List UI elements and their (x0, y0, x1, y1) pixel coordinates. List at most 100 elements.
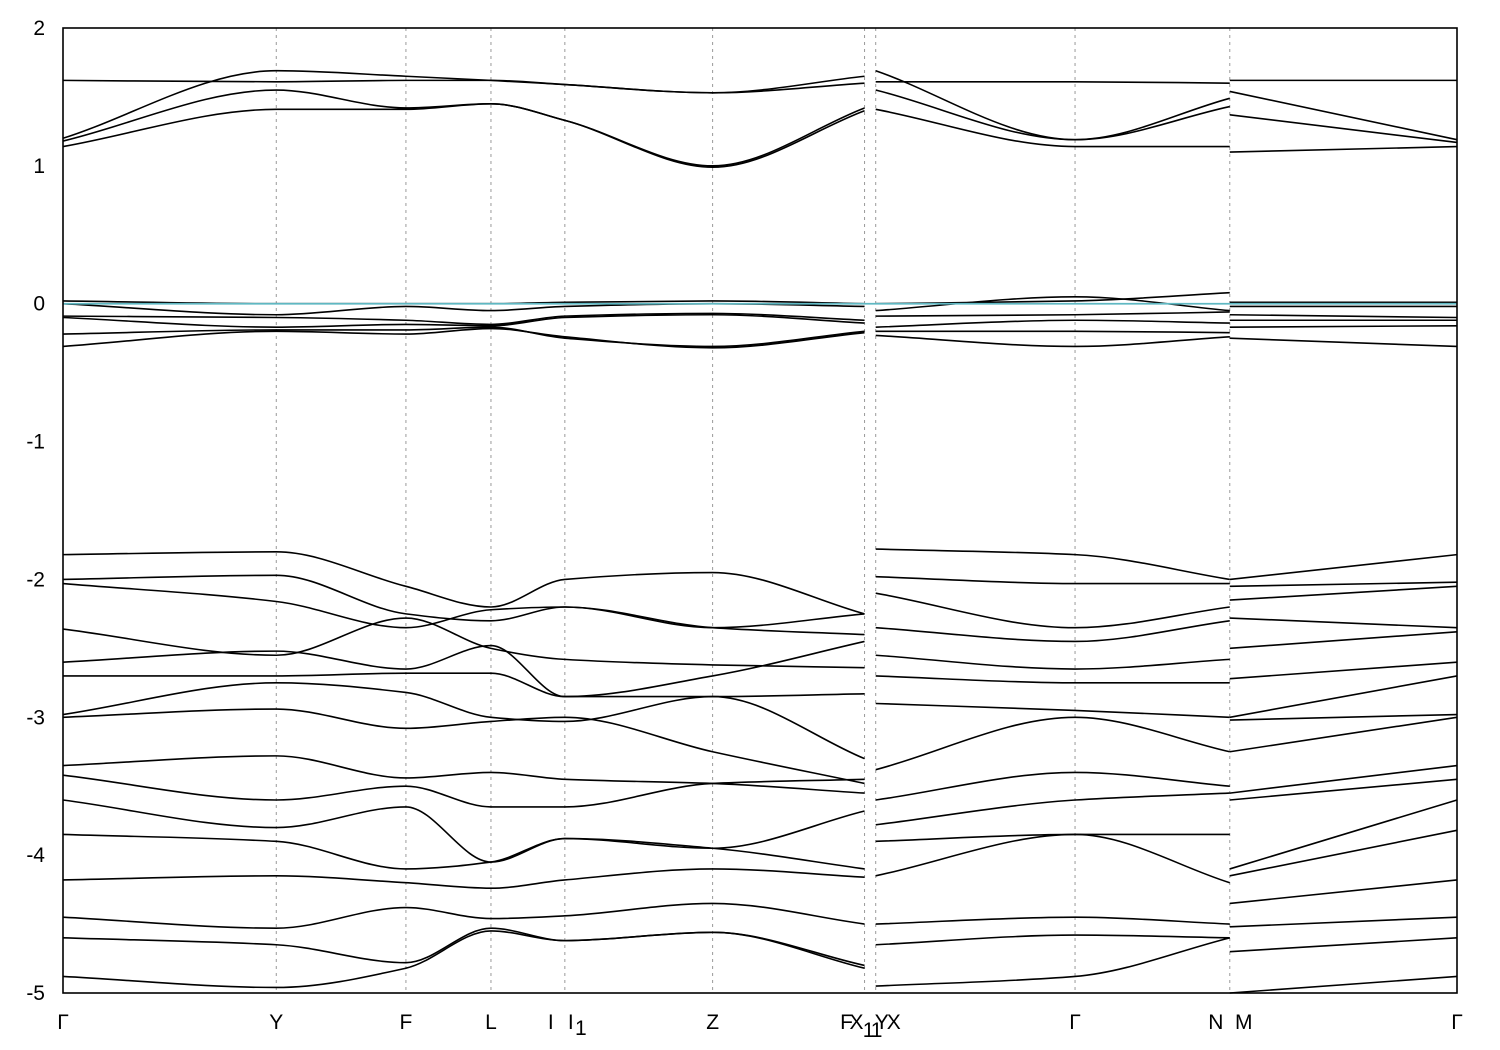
kpoint-label: 1 (575, 1017, 587, 1040)
kpoint-label: Γ (1451, 1011, 1463, 1034)
band-line-49 (875, 619, 1230, 643)
kpoint-label: Γ (1069, 1011, 1081, 1034)
band-line-64 (1229, 617, 1458, 629)
band-line-44 (62, 927, 865, 967)
y-tick-label: 0 (33, 293, 45, 316)
band-line-52 (875, 702, 1230, 719)
band-line-48 (875, 592, 1230, 629)
band-line-2 (62, 89, 865, 167)
kpoint-label: X (850, 1011, 864, 1034)
band-line-6 (875, 89, 1230, 141)
band-line-76 (1229, 937, 1458, 953)
band-line-34 (62, 640, 865, 698)
y-tick-label: -5 (26, 982, 45, 1005)
kpoint-label: Z (706, 1011, 719, 1034)
band-line-31 (62, 574, 865, 629)
band-line-74 (1229, 879, 1458, 905)
band-line-57 (875, 833, 1231, 884)
band-line-17 (62, 327, 865, 349)
band-line-46 (875, 548, 1230, 581)
band-line-60 (875, 937, 1230, 987)
band-line-66 (1229, 661, 1458, 680)
band-line-72 (1229, 799, 1458, 870)
band-line-53 (875, 716, 1230, 771)
kpoint-label: N (1208, 1011, 1223, 1034)
band-line-70 (1229, 764, 1458, 794)
band-line-13 (62, 302, 865, 316)
band-line-77 (1229, 975, 1458, 994)
band-line-45 (62, 930, 865, 989)
y-tick-label: -2 (26, 568, 45, 591)
band-line-43 (62, 902, 865, 930)
kpoint-label: F (840, 1011, 853, 1034)
band-line-55 (875, 792, 1230, 826)
band-line-38 (62, 755, 865, 794)
band-line-68 (1229, 713, 1458, 721)
y-tick-label: 2 (33, 17, 45, 40)
band-line-40 (62, 799, 865, 863)
band-line-75 (1229, 916, 1458, 928)
kpoint-label: I (548, 1011, 554, 1034)
band-line-22 (875, 330, 1230, 334)
band-line-32 (62, 582, 865, 636)
band-line-10 (1229, 114, 1458, 144)
band-line-16 (62, 326, 865, 348)
kpoint-label: 1 (863, 1019, 875, 1042)
kpoint-label: 1 (871, 1019, 883, 1042)
plot-frame (62, 27, 1458, 994)
band-line-62 (1229, 581, 1458, 588)
band-line-67 (1229, 675, 1458, 719)
band-line-51 (875, 675, 1230, 684)
band-line-11 (1229, 145, 1458, 153)
y-tick-labels: 2 1 0 -1 -2 -3 -4 -5 (26, 17, 45, 1005)
band-line-21 (875, 319, 1230, 328)
band-line-15 (62, 313, 865, 328)
kpoint-label: Y (269, 1011, 283, 1034)
band-line-50 (875, 654, 1230, 670)
band-line-65 (1229, 631, 1458, 650)
band-line-36 (62, 682, 865, 760)
y-tick-label: -4 (26, 844, 45, 867)
kpoint-label: F (400, 1011, 413, 1034)
kpoint-label: Γ (57, 1011, 69, 1034)
band-line-30 (62, 551, 865, 615)
vertical-grid (275, 28, 1231, 993)
y-tick-label: 1 (33, 155, 45, 178)
band-line-29 (1229, 337, 1458, 348)
band-line-3 (62, 103, 865, 169)
band-line-39 (62, 774, 865, 808)
kpoint-label: I (568, 1011, 574, 1034)
band-line-47 (875, 575, 1230, 585)
band-line-63 (1229, 585, 1458, 601)
band-line-71 (1229, 778, 1458, 801)
band-line-33 (62, 617, 865, 669)
band-line-28 (1229, 324, 1458, 328)
band-line-9 (1229, 90, 1458, 141)
band-line-59 (875, 934, 1230, 946)
kpoint-label: M (1235, 1011, 1253, 1034)
band-line-54 (875, 771, 1230, 801)
band-line-18 (875, 291, 1230, 305)
band-line-4 (875, 80, 1230, 84)
band-line-23 (875, 334, 1230, 348)
band-line-7 (875, 108, 1230, 148)
band-line-1 (62, 69, 865, 140)
band-line-14 (62, 312, 865, 326)
y-tick-label: -1 (26, 431, 45, 454)
y-tick-label: -3 (26, 706, 45, 729)
band-line-26 (1229, 313, 1458, 319)
band-line-41 (62, 833, 865, 870)
band-lines (62, 69, 1458, 994)
kpoint-label: L (485, 1011, 497, 1034)
band-line-73 (1229, 829, 1458, 877)
band-line-61 (1229, 553, 1458, 581)
band-line-69 (1229, 716, 1458, 753)
band-line-19 (875, 296, 1230, 312)
band-line-42 (62, 868, 865, 890)
band-line-20 (875, 311, 1230, 317)
band-line-58 (875, 916, 1230, 925)
kpoint-label: X (887, 1011, 901, 1034)
kpoint-label: Y (875, 1011, 889, 1034)
